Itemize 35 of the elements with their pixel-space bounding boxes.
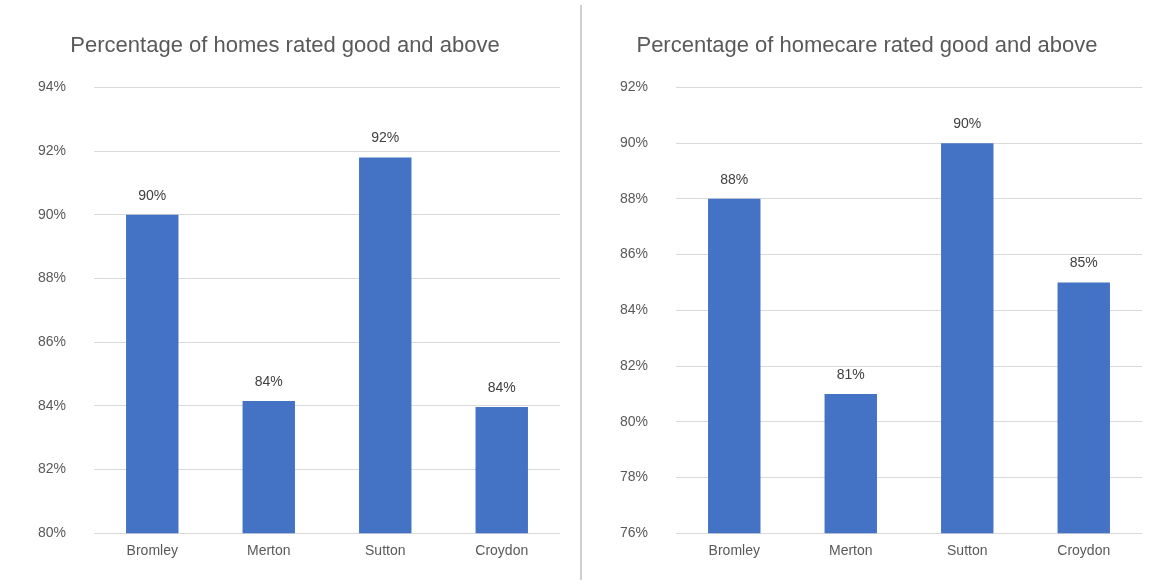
y-tick-label: 88% (619, 189, 649, 206)
data-label: 84% (487, 378, 516, 395)
x-tick-label: Sutton (947, 542, 988, 559)
data-label: 90% (953, 114, 982, 131)
y-tick-label: 82% (619, 356, 649, 373)
x-tick-label: Croydon (475, 542, 529, 559)
y-tick-label: 84% (619, 301, 649, 318)
y-tick-label: 86% (37, 333, 67, 349)
y-tick-label: 88% (37, 269, 67, 286)
x-tick-label: Bromley (126, 542, 178, 559)
x-tick-label: Merton (246, 542, 291, 559)
y-tick-label: 82% (37, 460, 67, 477)
y-tick-label: 84% (37, 396, 67, 413)
x-tick-label: Bromley (708, 542, 760, 559)
y-tick-label: 86% (619, 245, 649, 262)
data-label: 90% (138, 186, 167, 203)
y-tick-label: 92% (619, 78, 649, 95)
chart-title: Percentage of homecare rated good and above (636, 32, 1098, 58)
data-label: 81% (836, 365, 865, 382)
data-label: 85% (1069, 254, 1098, 271)
chart-title: Percentage of homes rated good and above (70, 32, 500, 58)
y-tick-label: 90% (37, 205, 67, 222)
y-tick-label: 94% (37, 78, 67, 95)
y-tick-label: 80% (37, 524, 67, 541)
x-tick-label: Croydon (1057, 542, 1111, 559)
data-label: 92% (371, 129, 400, 146)
data-label: 84% (254, 372, 283, 389)
x-tick-label: Sutton (365, 542, 406, 559)
y-tick-label: 92% (37, 141, 67, 158)
y-tick-label: 80% (619, 412, 649, 429)
x-tick-label: Merton (828, 542, 873, 559)
y-tick-label: 90% (619, 133, 649, 150)
data-label: 88% (720, 170, 749, 187)
y-tick-label: 76% (619, 524, 649, 541)
y-tick-label: 78% (619, 468, 649, 485)
